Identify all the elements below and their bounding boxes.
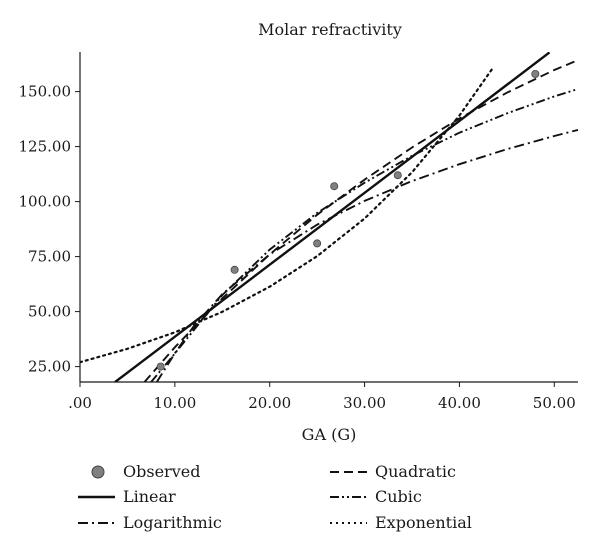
observed-point	[230, 265, 239, 274]
x-axis-ticks: .00 10.00 20.00 30.00 40.00 50.00	[68, 382, 576, 412]
series-line-exponential	[80, 67, 494, 364]
x-axis-label: GA (G)	[302, 425, 357, 444]
y-tick-label: 50.00	[28, 303, 71, 321]
observed-point	[531, 70, 540, 79]
observed-point	[393, 171, 402, 180]
legend-label-cubic: Cubic	[375, 487, 422, 506]
observed-point	[156, 362, 165, 371]
y-tick-label: 25.00	[28, 358, 71, 376]
y-axis-ticks: 25.00 50.00 75.00 100.00 125.00 150.00	[19, 83, 80, 376]
series-line-linear	[114, 52, 551, 382]
legend-swatch-observed	[91, 465, 105, 479]
chart-title: Molar refractivity	[258, 20, 402, 39]
legend: Observed Quadratic Linear Cubic Logarithmic E…	[78, 462, 472, 532]
series-line-quadratic	[143, 59, 578, 382]
y-tick-label: 150.00	[19, 83, 72, 101]
x-tick-label: 10.00	[153, 394, 196, 412]
legend-label-exponential: Exponential	[375, 513, 472, 532]
series-line-logarithmic	[155, 128, 578, 382]
x-tick-label: 50.00	[533, 394, 576, 412]
observed-point	[330, 182, 339, 191]
x-tick-label: 40.00	[438, 394, 481, 412]
series-layer	[80, 52, 578, 382]
x-tick-label: .00	[68, 394, 92, 412]
observed-point	[313, 239, 322, 248]
legend-label-quadratic: Quadratic	[375, 462, 456, 481]
x-tick-label: 20.00	[248, 394, 291, 412]
legend-label-linear: Linear	[123, 487, 176, 506]
plot-frame	[79, 52, 578, 383]
series-line-cubic	[150, 88, 578, 382]
x-tick-label: 30.00	[343, 394, 386, 412]
legend-label-observed: Observed	[123, 462, 200, 481]
observed-points	[156, 70, 540, 371]
y-tick-label: 100.00	[19, 193, 72, 211]
y-tick-label: 75.00	[28, 248, 71, 266]
y-tick-label: 125.00	[19, 138, 72, 156]
legend-label-logarithmic: Logarithmic	[123, 513, 222, 532]
